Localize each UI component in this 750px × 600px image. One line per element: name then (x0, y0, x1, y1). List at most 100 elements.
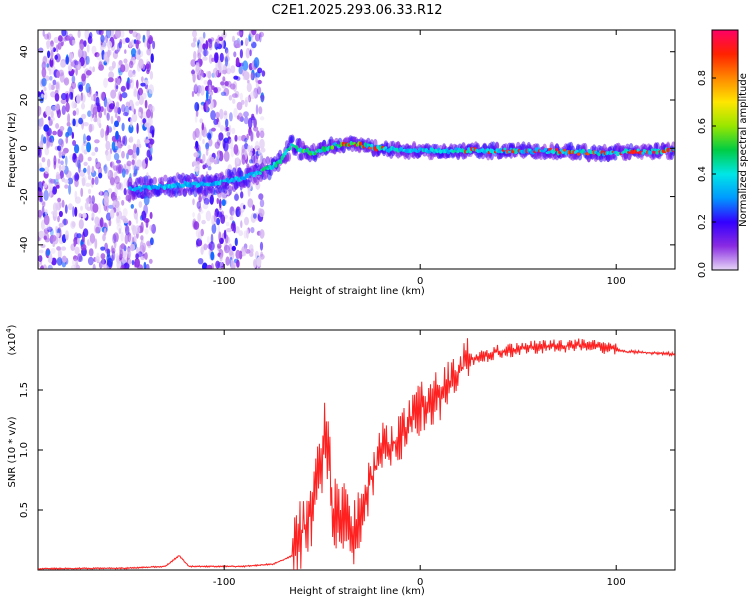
noise-speckle (99, 190, 103, 196)
x-tick-label: 0 (417, 577, 423, 588)
noise-speckle (248, 151, 253, 156)
noise-speckle (77, 30, 81, 38)
noise-speckle (148, 36, 153, 45)
ridge-cell (649, 151, 653, 155)
noise-speckle (212, 67, 219, 78)
noise-speckle (57, 248, 62, 260)
ridge-cell (368, 146, 372, 150)
noise-speckle (56, 70, 60, 79)
noise-speckle (246, 82, 252, 93)
noise-speckle (122, 218, 129, 224)
ridge-halo (494, 141, 500, 150)
noise-speckle (46, 249, 51, 256)
noise-speckle (50, 91, 56, 98)
noise-speckle (61, 165, 66, 171)
noise-speckle (101, 256, 105, 268)
noise-speckle (63, 218, 67, 226)
noise-speckle (151, 223, 157, 234)
noise-speckle (128, 60, 134, 69)
noise-speckle (250, 145, 253, 152)
noise-speckle (105, 112, 109, 119)
noise-speckle (78, 219, 84, 230)
noise-speckle (217, 58, 221, 70)
noise-speckle (249, 131, 255, 142)
noise-speckle (112, 233, 117, 244)
noise-speckle (243, 204, 246, 210)
ridge-cell (252, 173, 256, 178)
noise-speckle (193, 84, 198, 95)
noise-speckle (61, 105, 66, 115)
noise-speckle (110, 245, 114, 254)
ridge-halo (480, 152, 486, 160)
noise-speckle (54, 93, 60, 102)
noise-speckle (97, 203, 102, 214)
noise-speckle (91, 45, 97, 55)
noise-speckle (94, 52, 100, 58)
noise-speckle (259, 208, 265, 218)
noise-speckle (226, 67, 232, 75)
noise-speckle (48, 253, 53, 264)
noise-speckle (120, 264, 126, 269)
noise-speckle (202, 203, 209, 210)
noise-speckle (70, 81, 77, 90)
noise-speckle (80, 187, 84, 197)
noise-speckle (201, 219, 206, 225)
noise-speckle (83, 133, 86, 144)
ridge-cell (465, 150, 469, 154)
noise-speckle (68, 203, 73, 211)
noise-speckle (82, 228, 89, 238)
noise-speckle (100, 128, 105, 139)
noise-speckle (146, 48, 152, 56)
ridge-cell (137, 185, 142, 189)
noise-speckle (228, 184, 233, 196)
noise-speckle (127, 259, 132, 265)
noise-speckle (81, 177, 86, 187)
noise-speckle (229, 206, 235, 216)
noise-speckle (217, 224, 220, 235)
noise-speckle (227, 136, 232, 145)
noise-speckle (71, 131, 75, 139)
noise-speckle (132, 143, 137, 154)
noise-speckle (87, 241, 93, 246)
colorbar-tick-label: 0.0 (697, 262, 708, 278)
noise-speckle (130, 204, 134, 209)
noise-speckle (209, 156, 215, 163)
ridge-halo (297, 137, 302, 148)
noise-speckle (119, 249, 124, 259)
noise-speckle (198, 209, 204, 214)
noise-speckle (206, 264, 213, 269)
noise-speckle (144, 157, 149, 165)
noise-speckle (123, 178, 129, 189)
noise-speckle (252, 204, 255, 211)
noise-speckle (217, 151, 220, 160)
noise-speckle (49, 57, 55, 68)
noise-speckle (233, 75, 239, 80)
noise-speckle (59, 170, 64, 180)
noise-speckle (116, 181, 122, 190)
noise-speckle (246, 228, 249, 239)
ridge-cell (577, 152, 581, 156)
noise-speckle (244, 99, 248, 108)
noise-speckle (230, 222, 235, 232)
noise-speckle (253, 258, 257, 268)
noise-speckle (255, 77, 258, 83)
noise-speckle (239, 92, 243, 101)
noise-speckle (223, 110, 228, 116)
noise-speckle (85, 82, 91, 94)
noise-speckle (55, 174, 61, 180)
noise-speckle (243, 116, 249, 125)
noise-speckle (42, 30, 45, 37)
noise-speckle (233, 51, 237, 58)
noise-speckle (149, 70, 154, 80)
noise-speckle (43, 136, 47, 144)
noise-speckle (49, 58, 54, 67)
ridge-cell (652, 150, 656, 154)
ridge-halo (159, 176, 165, 186)
colorbar-scale (711, 29, 739, 271)
noise-speckle (223, 244, 230, 254)
noise-speckle (213, 211, 217, 223)
noise-speckle (71, 39, 76, 45)
noise-speckle (206, 90, 209, 101)
noise-speckle (107, 171, 111, 177)
noise-speckle (58, 35, 63, 42)
